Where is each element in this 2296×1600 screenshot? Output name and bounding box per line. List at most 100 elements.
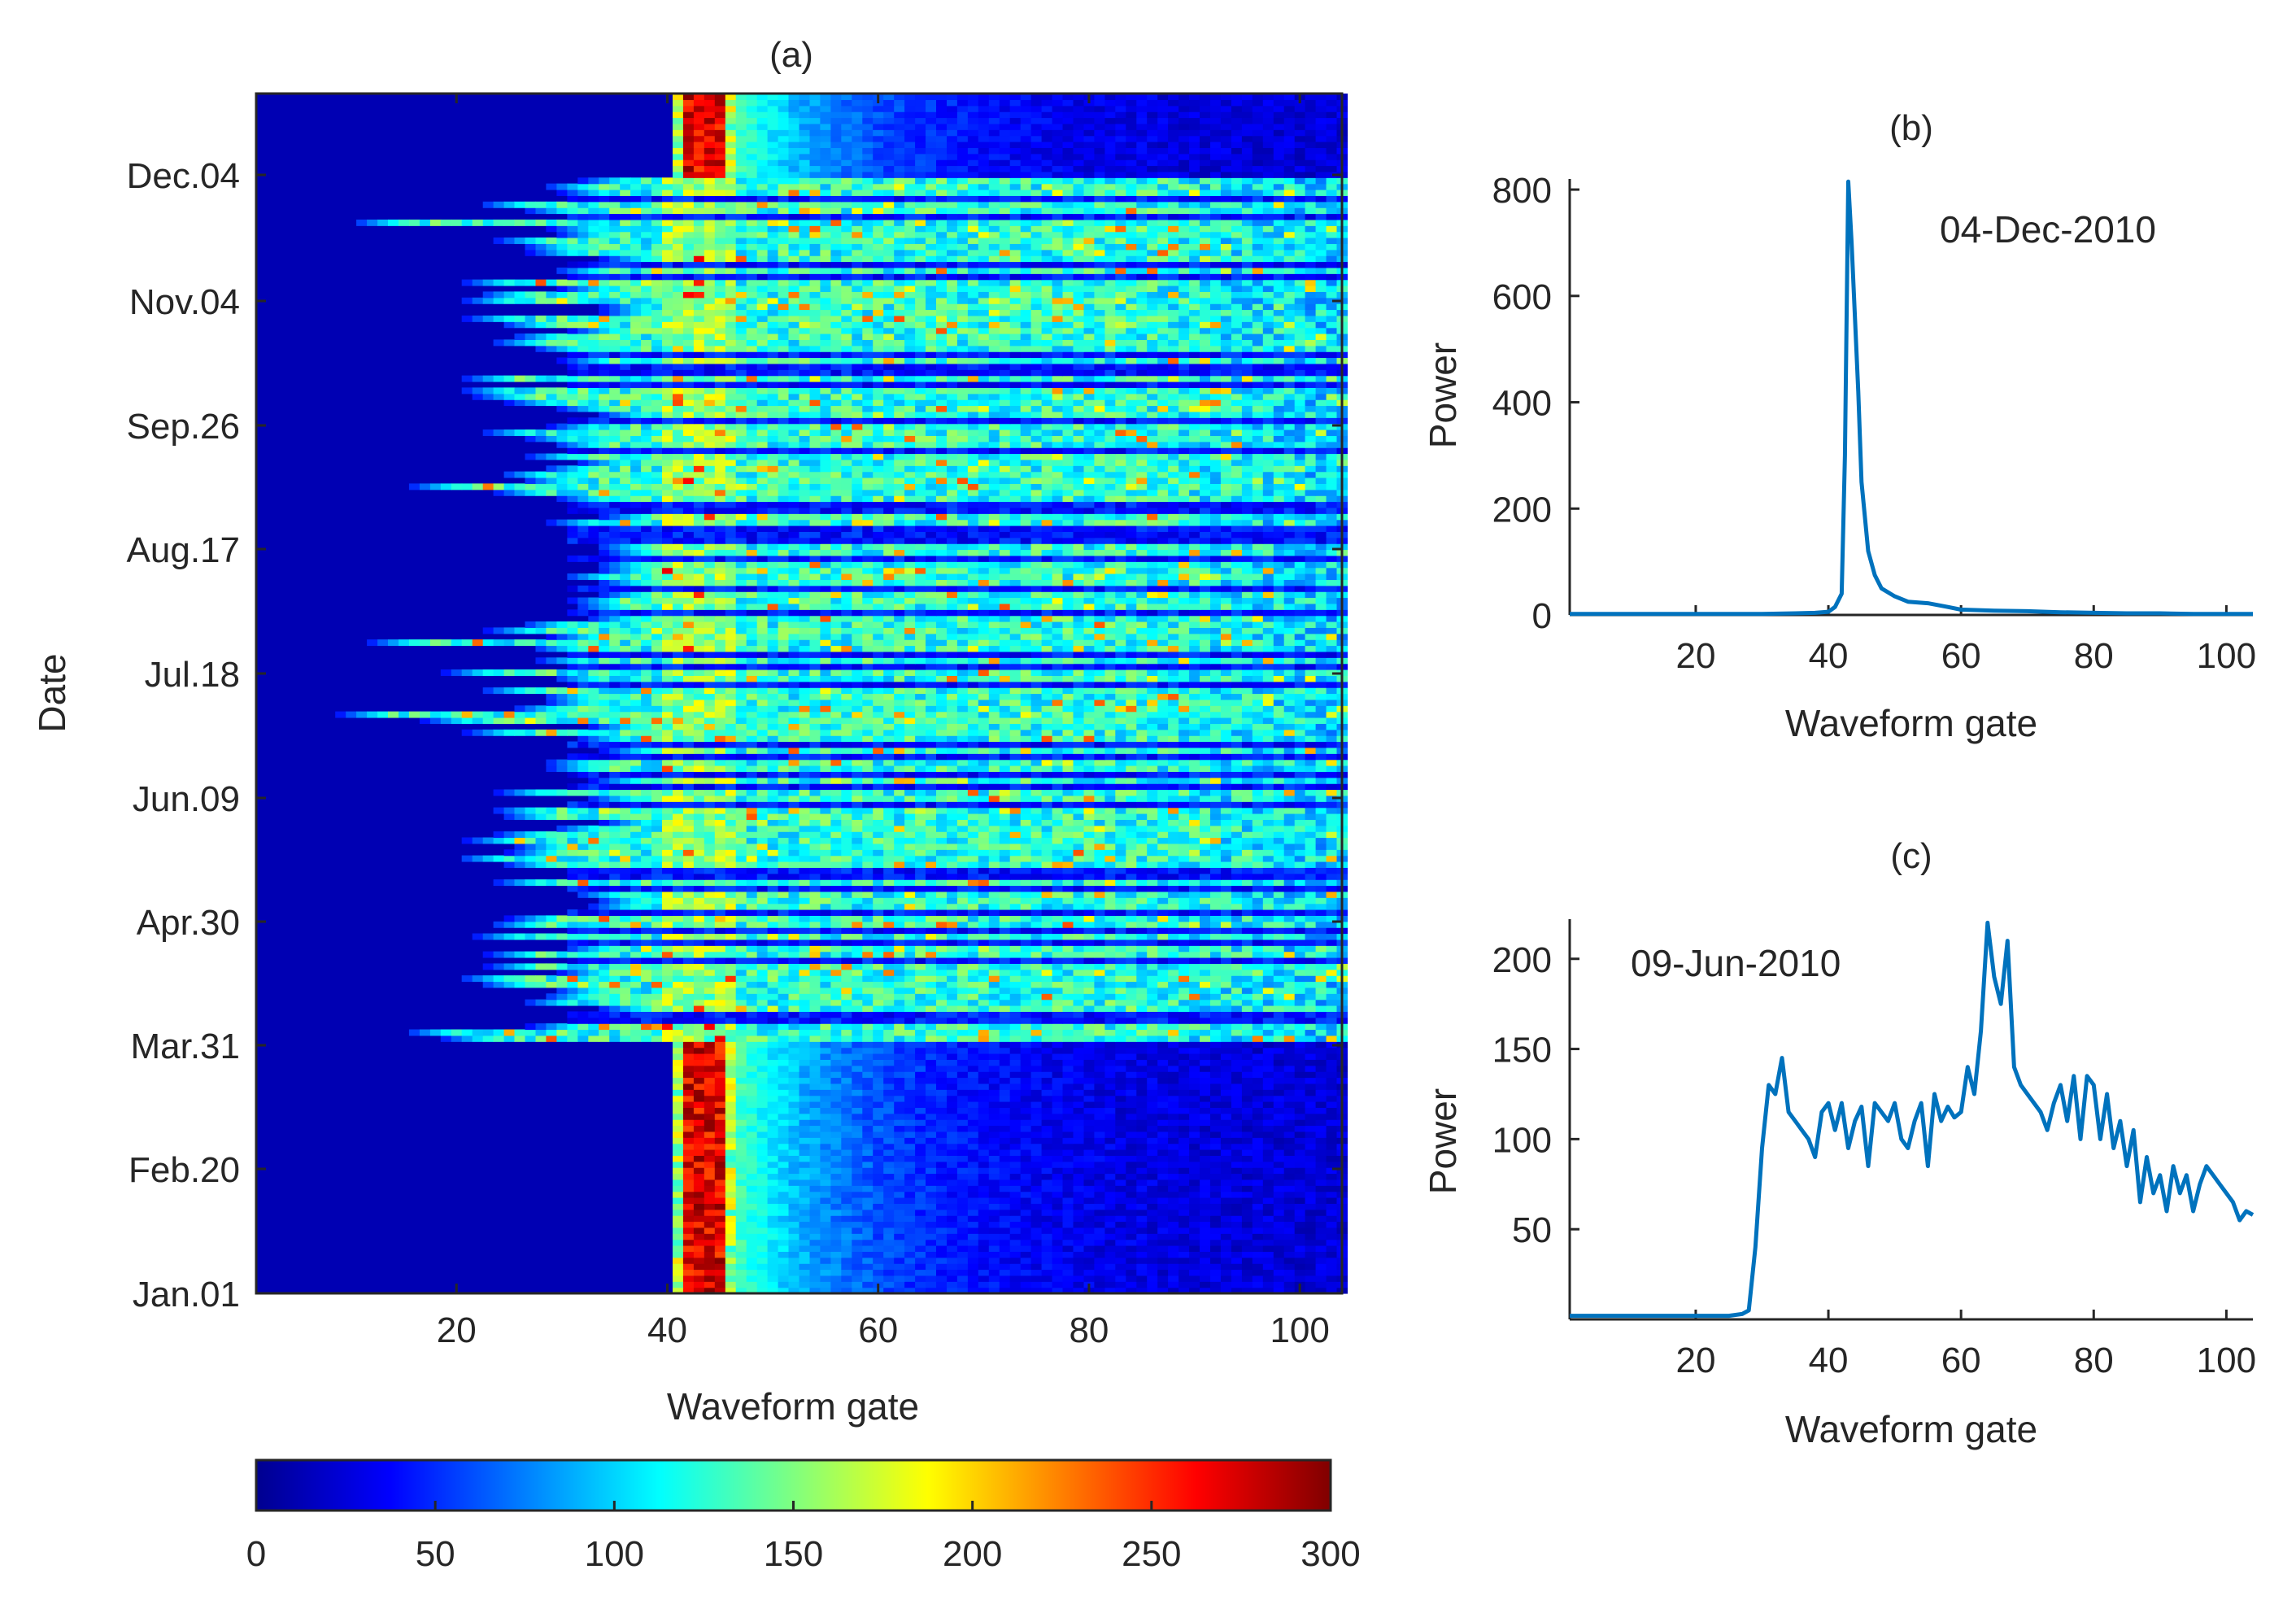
- heatmap-cell: [1262, 1221, 1274, 1228]
- heatmap-cell: [673, 1251, 684, 1258]
- heatmap-cell: [746, 1179, 758, 1186]
- heatmap-cell: [735, 1239, 747, 1246]
- heatmap-cell: [873, 879, 884, 887]
- heatmap-cell: [1126, 951, 1137, 958]
- heatmap-cell: [1126, 891, 1137, 898]
- heatmap-cell: [1094, 915, 1105, 922]
- heatmap-cell: [862, 1011, 874, 1018]
- heatmap-cell: [1273, 1281, 1285, 1288]
- heatmap-cell: [735, 1245, 747, 1252]
- heatmap-cell: [967, 1227, 979, 1234]
- heatmap-cell: [1052, 1269, 1064, 1276]
- heatmap-cell: [904, 1047, 916, 1054]
- heatmap-cell: [1041, 1035, 1053, 1042]
- heatmap-cell: [1210, 1239, 1222, 1246]
- heatmap-cell: [1062, 1251, 1074, 1258]
- heatmap-cell: [1062, 1035, 1074, 1042]
- heatmap-cell: [535, 1029, 547, 1036]
- heatmap-cell: [704, 1197, 716, 1204]
- heatmap-cell: [999, 1083, 1011, 1090]
- heatmap-cell: [830, 1101, 842, 1108]
- heatmap-cell: [1041, 1011, 1053, 1018]
- heatmap-cell: [1200, 861, 1211, 868]
- heatmap-cell: [535, 861, 547, 868]
- heatmap-cell: [1052, 1005, 1064, 1012]
- heatmap-cell: [503, 1029, 516, 1036]
- heatmap-cell: [1220, 951, 1232, 958]
- heatmap-cell: [1052, 867, 1064, 874]
- heatmap-cell: [1305, 969, 1317, 976]
- heatmap-cell: [556, 981, 568, 988]
- heatmap-cell: [778, 981, 790, 988]
- heatmap-cell: [1168, 1107, 1179, 1114]
- heatmap-cell: [767, 1203, 779, 1210]
- heatmap-cell: [1126, 1209, 1137, 1216]
- heatmap-cell: [1200, 1263, 1211, 1271]
- heatmap-cell: [1178, 1179, 1190, 1186]
- heatmap-cell: [1052, 999, 1064, 1006]
- heatmap-cell: [693, 1017, 705, 1024]
- heatmap-cell: [577, 993, 589, 1001]
- heatmap-cell: [1220, 891, 1232, 898]
- heatmap-cell: [735, 1209, 747, 1216]
- heatmap-cell: [809, 903, 821, 910]
- heatmap-cell: [1315, 1125, 1327, 1132]
- heatmap-cell: [693, 933, 705, 940]
- heatmap-cell: [1200, 867, 1211, 874]
- heatmap-cell: [1210, 1203, 1222, 1210]
- heatmap-cell: [947, 1233, 958, 1240]
- heatmap-cell: [1083, 969, 1096, 976]
- heatmap-cell: [1136, 993, 1148, 1001]
- heatmap-cell: [1283, 909, 1296, 916]
- heatmap-cell: [915, 1035, 926, 1042]
- heatmap-cell: [746, 879, 758, 887]
- heatmap-cell: [1126, 1245, 1137, 1252]
- heatmap-cell: [967, 1149, 979, 1156]
- heatmap-cell: [841, 1179, 852, 1186]
- heatmap-cell: [525, 951, 537, 958]
- heatmap-cell: [1189, 1041, 1200, 1049]
- heatmap-cell: [1020, 1035, 1032, 1042]
- heatmap-cell: [830, 1263, 842, 1271]
- heatmap-cell: [894, 1029, 905, 1036]
- heatmap-cell: [673, 1281, 684, 1288]
- heatmap-cell: [967, 945, 979, 953]
- heatmap-cell: [799, 939, 811, 946]
- heatmap-cell: [1178, 1197, 1190, 1204]
- heatmap-cell: [1326, 1047, 1338, 1054]
- heatmap-cell: [440, 1029, 452, 1036]
- heatmap-cell: [926, 1239, 937, 1246]
- heatmap-cell: [1136, 1143, 1148, 1150]
- heatmap-cell: [873, 1023, 884, 1031]
- heatmap-cell: [1326, 1161, 1338, 1168]
- heatmap-cell: [1283, 1131, 1296, 1138]
- heatmap-cell: [620, 993, 631, 1001]
- heatmap-cell: [1157, 1137, 1169, 1144]
- heatmap-cell: [1241, 981, 1253, 988]
- heatmap-cell: [778, 927, 790, 935]
- heatmap-cell: [746, 1101, 758, 1108]
- heatmap-cell: [599, 1023, 610, 1031]
- heatmap-cell: [956, 1059, 969, 1066]
- heatmap-cell: [904, 1269, 916, 1276]
- heatmap-cell: [1126, 1035, 1137, 1042]
- heatmap-cell: [841, 867, 852, 874]
- heatmap-cell: [1189, 1149, 1200, 1156]
- heatmap-cell: [756, 915, 769, 922]
- heatmap-cell: [1241, 1245, 1253, 1252]
- heatmap-cell: [577, 885, 589, 892]
- heatmap-cell: [1157, 915, 1169, 922]
- heatmap-cell: [682, 1095, 695, 1102]
- heatmap-cell: [1062, 1143, 1074, 1150]
- heatmap-cell: [873, 1029, 884, 1036]
- heatmap-cell: [514, 963, 526, 970]
- heatmap-cell: [1305, 1287, 1317, 1294]
- heatmap-cell: [1126, 957, 1137, 964]
- heatmap-cell: [841, 1065, 852, 1072]
- heatmap-cell: [525, 921, 537, 928]
- heatmap-cell: [883, 867, 895, 874]
- heatmap-cell: [799, 1143, 811, 1150]
- heatmap-cell: [841, 999, 852, 1006]
- heatmap-cell: [1252, 897, 1264, 905]
- heatmap-cell: [1157, 1077, 1169, 1084]
